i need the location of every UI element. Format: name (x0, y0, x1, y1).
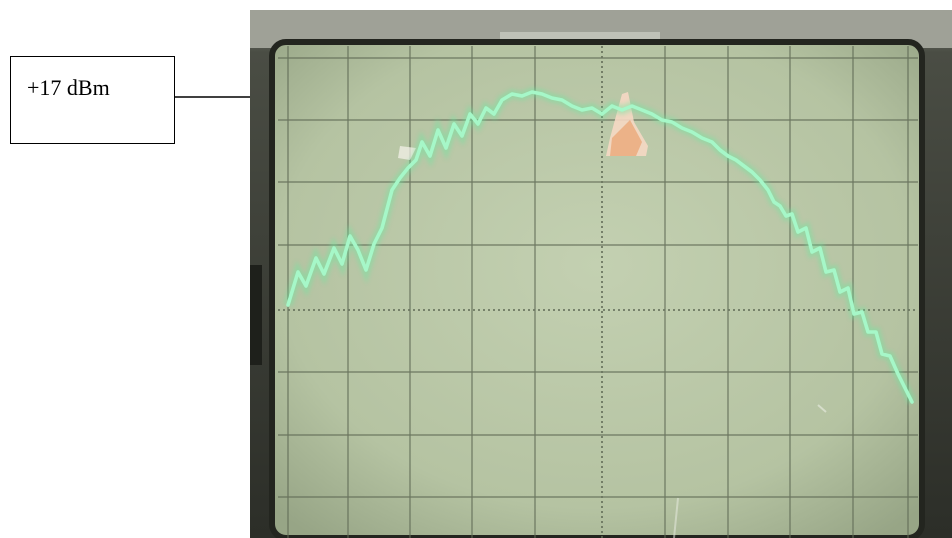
screen-glare (398, 92, 827, 538)
power-level-label-box: +17 dBm (10, 56, 175, 144)
scope-screen (269, 39, 925, 538)
power-level-label: +17 dBm (27, 75, 110, 100)
oscilloscope-photo (250, 10, 952, 538)
signal-trace (286, 90, 914, 404)
